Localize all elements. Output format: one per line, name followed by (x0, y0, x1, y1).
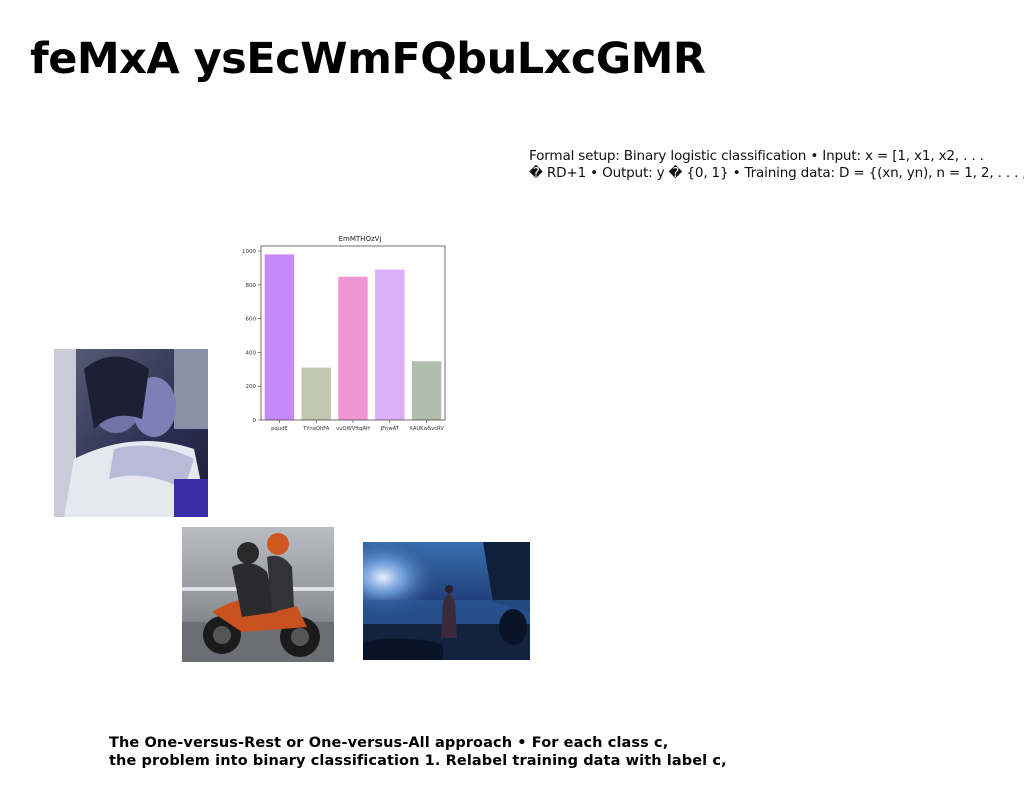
x-tick-label: XAUKwSvcRV (409, 426, 444, 432)
photo-motorcycle-riders (182, 527, 334, 662)
y-tick-label: 0 (253, 418, 257, 424)
x-tick-label: JFnwAT (380, 426, 400, 432)
chart-title: EmMTHOzVj (339, 235, 382, 243)
setup-line: Formal setup: Binary logistic classifica… (529, 148, 984, 164)
x-tick-label: pqudE (271, 426, 287, 432)
bottom-line: The One-versus-Rest or One-versus-All ap… (109, 735, 669, 751)
plot-area: 0 200 400 600 800 1000 pqudE TYnaQhFA vuQWVftqAH… (242, 245, 446, 432)
formal-setup-text: Formal setup: Binary logistic classifica… (529, 148, 1024, 182)
x-tick-label: TYnaQhFA (302, 426, 330, 432)
photo-woman-beach-night (363, 542, 530, 660)
bottom-text: The One-versus-Rest or One-versus-All ap… (109, 734, 727, 770)
y-tick-label: 600 (246, 317, 257, 323)
photo-two-women-car (54, 349, 208, 517)
setup-line: � RD+1 • Output: y � {0, 1} • Training d… (529, 165, 1024, 181)
bar-chart: EmMTHOzVj 0 200 400 600 800 1000 pqudE TYnaQhFA… (242, 235, 446, 432)
bar (375, 269, 405, 420)
x-tick-label: vuQWVftqAH (336, 426, 370, 432)
bar (264, 254, 295, 420)
bar (338, 276, 368, 420)
y-tick-label: 1000 (242, 249, 256, 255)
y-tick-label: 800 (246, 283, 257, 289)
y-tick-label: 200 (246, 384, 257, 390)
bottom-line: the problem into binary classification 1… (109, 753, 727, 769)
bar (301, 367, 331, 420)
bar (411, 361, 442, 420)
slide-title: feMxA ysEcWmFQbuLxcGMR (30, 34, 706, 84)
plot-frame (260, 245, 446, 421)
y-tick-label: 400 (246, 350, 257, 356)
